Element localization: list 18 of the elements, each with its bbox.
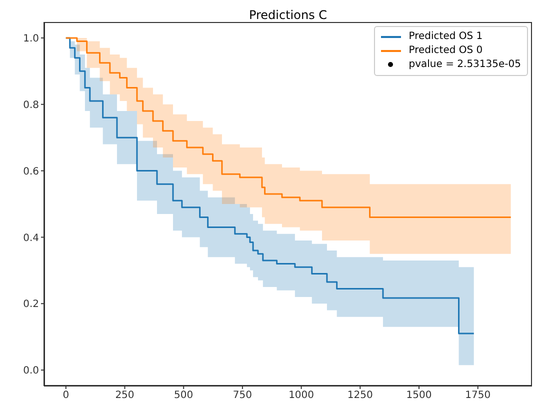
x-tick-label: 1250 — [347, 390, 373, 402]
x-tick-label: 250 — [115, 390, 134, 402]
x-tick-label: 1500 — [406, 390, 432, 402]
x-tick-label: 500 — [174, 390, 194, 402]
chart-title: Predictions C — [248, 8, 328, 22]
x-tick-label: 1750 — [465, 390, 491, 402]
x-tick-label: 1000 — [288, 390, 314, 402]
x-tick-label: 0 — [62, 390, 70, 402]
y-tick-label: 0.6 — [23, 166, 39, 178]
annotation: pvalue = 2.53135e-05 — [408, 58, 521, 72]
x-tick-label: 750 — [232, 390, 252, 402]
legend-label: Predicted OS 0 — [408, 44, 483, 58]
y-tick-label: 0.8 — [23, 100, 39, 111]
y-tick-label: 0.0 — [23, 366, 39, 377]
y-tick-label: 0.4 — [23, 232, 39, 244]
legend-label: Predicted OS 1 — [408, 30, 483, 44]
y-tick-label: 0.2 — [23, 299, 39, 310]
y-tick-label: 1.0 — [23, 33, 39, 44]
